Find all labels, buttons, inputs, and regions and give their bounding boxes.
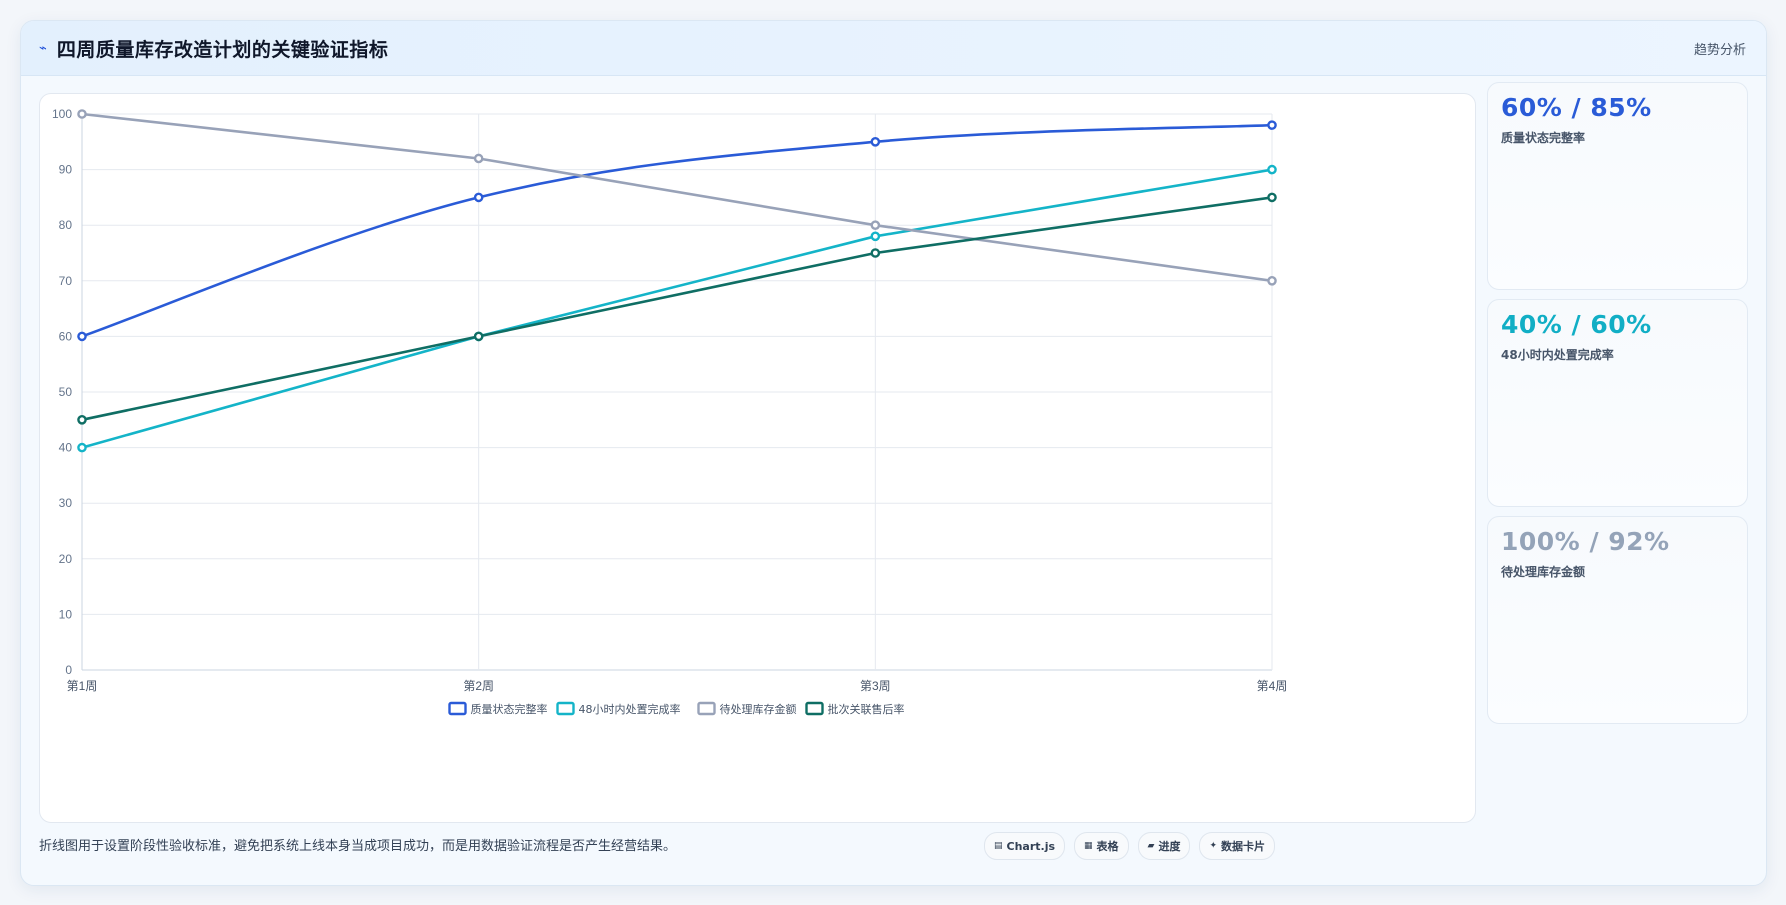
data-point [77, 442, 87, 453]
series-line [81, 123, 1273, 338]
data-point [473, 192, 484, 203]
chart-icon: ▤ [994, 841, 1003, 851]
legend-swatch [805, 701, 824, 716]
trend-analysis-button[interactable]: 趋势分析 [1693, 42, 1746, 58]
y-tick-label: 90 [59, 163, 73, 177]
y-tick-label: 70 [59, 274, 73, 288]
chip-label: 进度 [1158, 840, 1181, 853]
data-point [870, 248, 881, 258]
page-title: 四周质量库存改造计划的关键验证指标 [56, 38, 389, 61]
legend-label: 批次关联售后率 [828, 702, 905, 716]
data-point [1267, 275, 1277, 286]
data-point [473, 331, 484, 342]
kpi-card-quality-completeness: 60% / 85% 质量状态完整率 [1487, 82, 1748, 290]
data-point [473, 153, 484, 164]
progress-icon: ▰ [1147, 841, 1155, 851]
legend-swatch [556, 701, 575, 716]
series-line [81, 196, 1273, 422]
kpi-card-48h-disposal: 40% / 60% 48小时内处置完成率 [1487, 299, 1748, 507]
y-tick-label: 30 [59, 496, 73, 510]
kpi-label: 质量状态完整率 [1501, 131, 1586, 145]
card-icon: ✦ [1209, 841, 1218, 851]
view-chips: ▤ Chart.js ▦ 表格 ▰ 进度 ✦ 数据卡片 [984, 832, 1276, 860]
data-point [1267, 120, 1277, 130]
kpi-value: 40% / 60% [1501, 310, 1652, 339]
data-point [77, 414, 87, 425]
kpi-card-pending-inventory: 100% / 92% 待处理库存金额 [1487, 516, 1748, 724]
data-point [77, 331, 87, 342]
card-header: ⌁ 四周质量库存改造计划的关键验证指标 趋势分析 [21, 21, 1766, 76]
data-point [870, 220, 881, 230]
data-point [77, 109, 87, 119]
data-point [870, 231, 881, 242]
legend-label: 质量状态完整率 [471, 702, 548, 716]
data-point [1267, 164, 1277, 175]
chip-chartjs[interactable]: ▤ Chart.js [984, 832, 1066, 860]
kpi-value: 100% / 92% [1501, 527, 1670, 556]
data-point [1267, 192, 1277, 203]
series-line [81, 168, 1273, 449]
x-tick-label: 第2周 [463, 679, 494, 693]
kpi-label: 48小时内处置完成率 [1501, 348, 1614, 362]
chip-label: 数据卡片 [1221, 840, 1266, 853]
chip-label: 表格 [1096, 840, 1119, 853]
title-wrap: ⌁ 四周质量库存改造计划的关键验证指标 [39, 35, 388, 62]
kpi-value: 60% / 85% [1501, 93, 1652, 122]
trend-line-icon: ⌁ [39, 40, 47, 56]
chart-panel: 0 10 20 30 40 50 60 70 80 90 100 第1周 第2周 第3周 第4周质量状态完整… [39, 93, 1476, 823]
x-tick-label: 第4周 [1257, 679, 1288, 693]
chip-table[interactable]: ▦ 表格 [1074, 832, 1129, 860]
y-tick-label: 80 [59, 218, 73, 232]
series-line [81, 112, 1273, 283]
y-tick-label: 20 [59, 552, 73, 566]
x-tick-label: 第3周 [860, 679, 891, 693]
chip-progress[interactable]: ▰ 进度 [1137, 832, 1191, 860]
line-chart: 0 10 20 30 40 50 60 70 80 90 100 第1周 第2周 第3周 第4周质量状态完整… [52, 107, 1288, 716]
chip-label: Chart.js [1006, 839, 1056, 853]
x-tick-label: 第1周 [67, 679, 98, 693]
legend-swatch [448, 701, 467, 716]
y-tick-label: 50 [59, 385, 73, 399]
legend-label: 48小时内处置完成率 [579, 702, 681, 716]
y-tick-label: 40 [59, 441, 73, 455]
table-icon: ▦ [1084, 841, 1093, 851]
footer-note: 折线图用于设置阶段性验收标准，避免把系统上线本身当成项目成功，而是用数据验证流程… [39, 839, 677, 854]
chip-data-card[interactable]: ✦ 数据卡片 [1199, 832, 1276, 860]
y-tick-label: 60 [59, 329, 73, 343]
dashboard-card: ⌁ 四周质量库存改造计划的关键验证指标 趋势分析 0 10 20 30 40 50 60 70… [20, 20, 1767, 886]
legend-label: 待处理库存金额 [720, 702, 797, 716]
y-tick-label: 0 [65, 663, 72, 677]
legend-swatch [697, 701, 716, 716]
kpi-label: 待处理库存金额 [1501, 565, 1586, 579]
data-point [870, 137, 881, 147]
y-tick-label: 100 [52, 107, 72, 121]
y-tick-label: 10 [59, 607, 73, 621]
